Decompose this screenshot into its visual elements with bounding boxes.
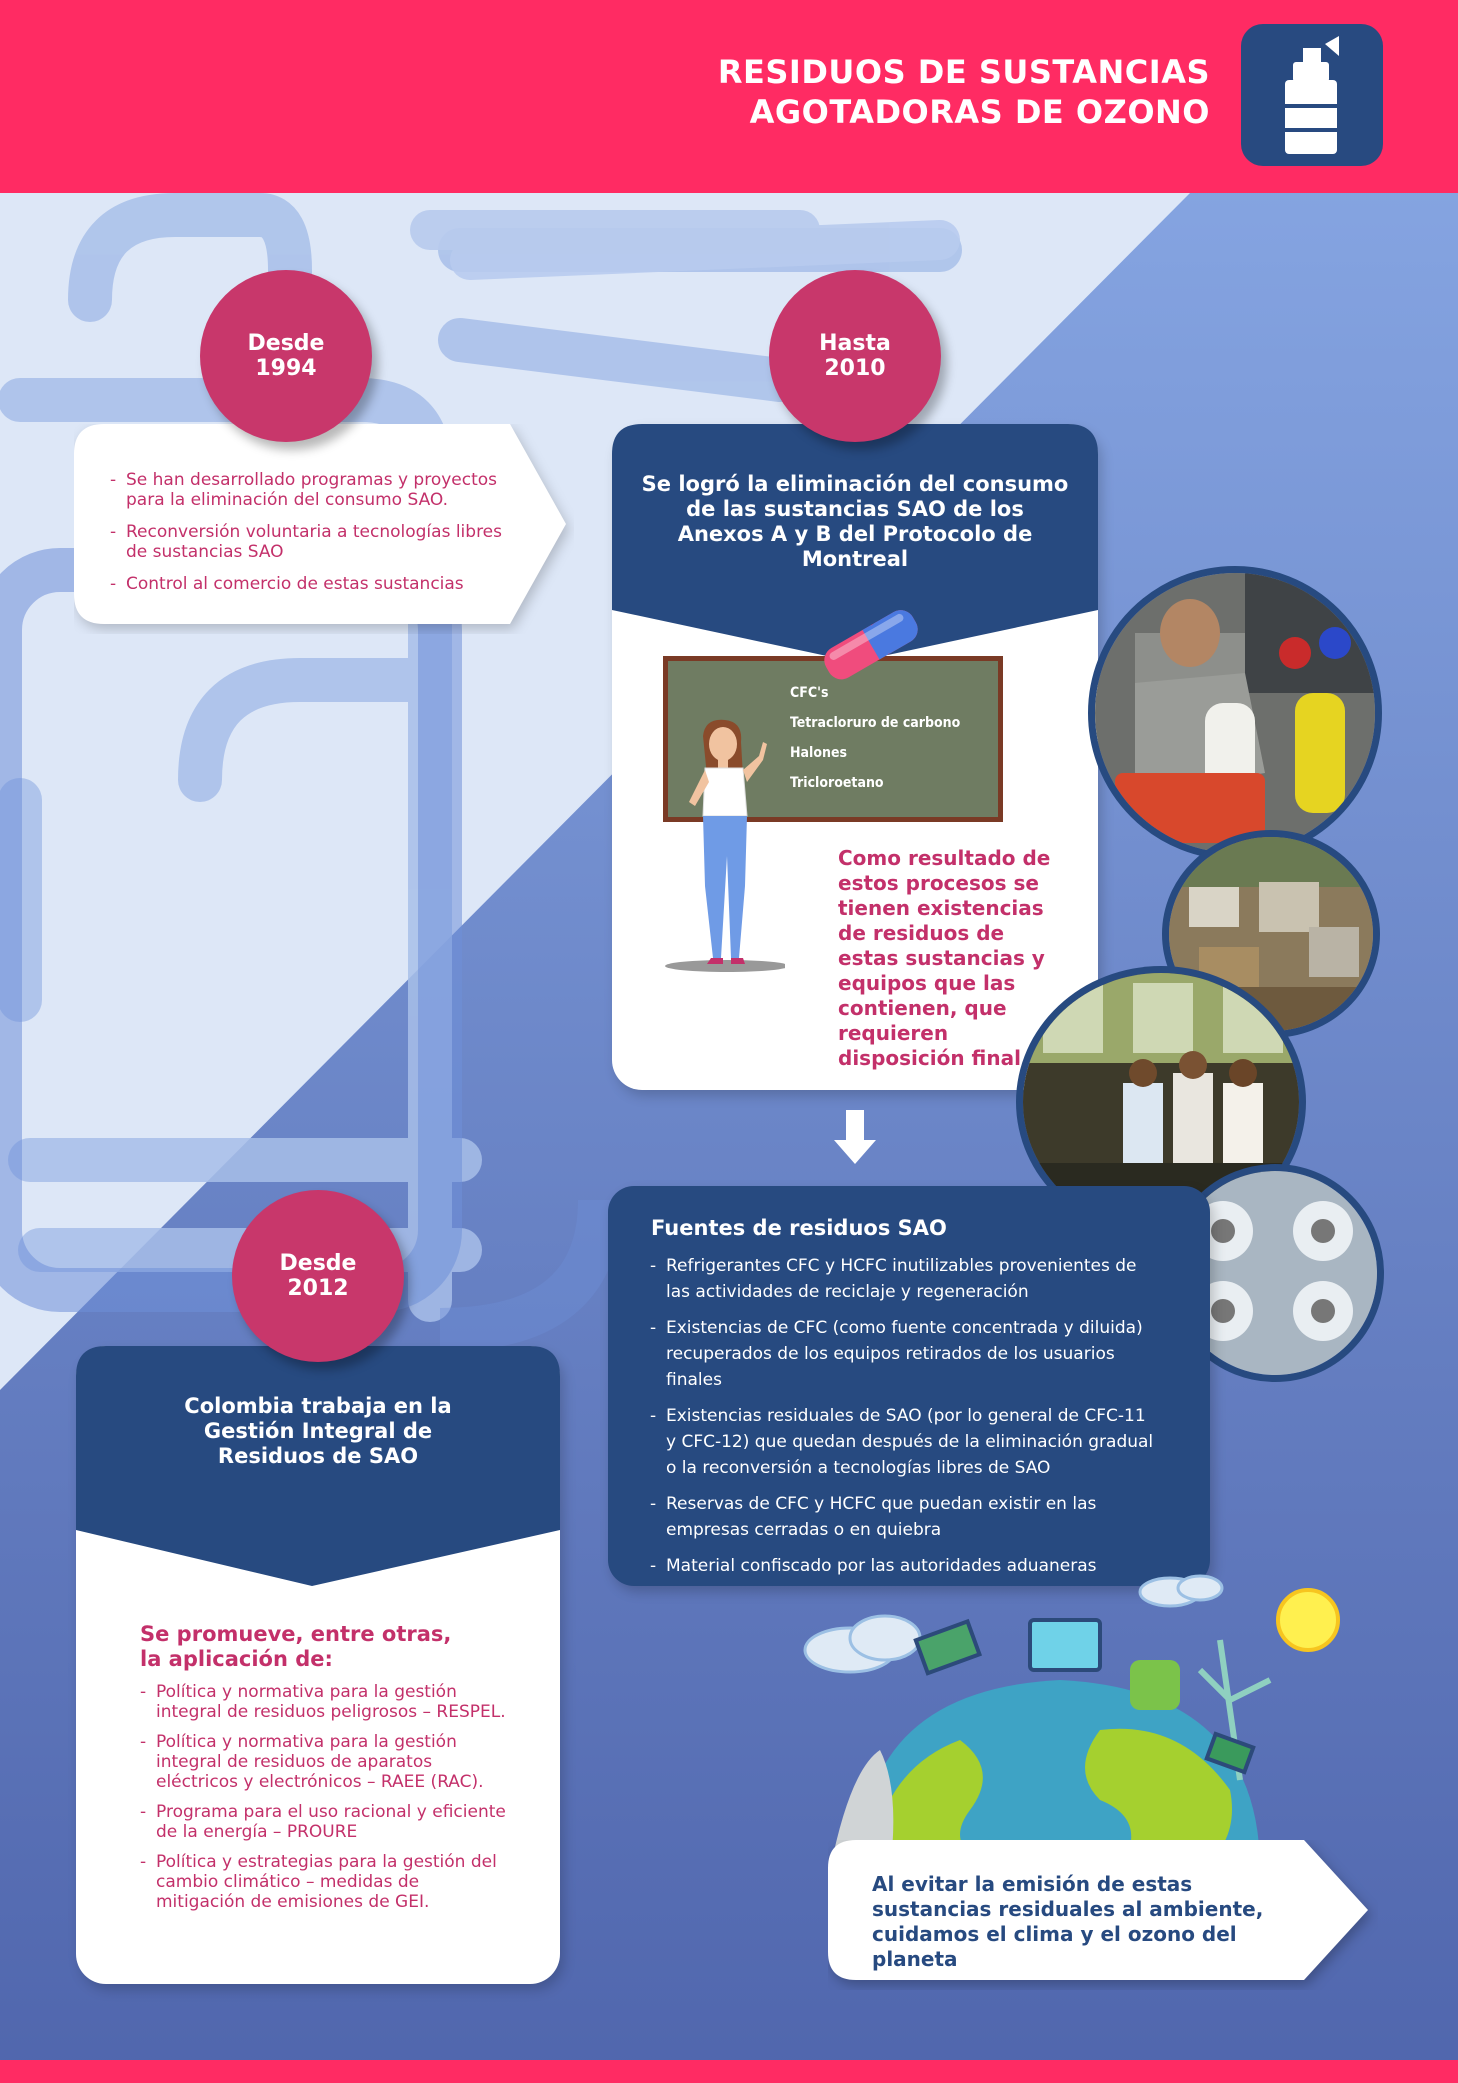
card-2012-title: Colombia trabaja en la Gestión Integral … (184, 1394, 452, 1468)
list-item: Existencias residuales de SAO (por lo ge… (650, 1403, 1160, 1481)
list-item: Política y normativa para la gestión int… (140, 1682, 510, 1722)
card-2012-list: Política y normativa para la gestión int… (140, 1682, 510, 1922)
list-item: Material confiscado por las autoridades … (650, 1553, 1160, 1579)
badge-label: Desde (279, 1251, 357, 1276)
board-item: Tetracloruro de carbono (790, 715, 961, 731)
card-2010-header-shape (612, 424, 1098, 662)
teacher-illustration (665, 719, 785, 972)
page-title: RESIDUOS DE SUSTANCIAS AGOTADORAS DE OZO… (718, 52, 1210, 132)
list-item: Control al comercio de estas sustancias (110, 574, 510, 594)
list-item: Refrigerantes CFC y HCFC inutilizables p… (650, 1253, 1160, 1305)
list-item: Política y estrategias para la gestión d… (140, 1852, 510, 1912)
card-2010-result: Como resultado de estos procesos se tien… (838, 846, 1051, 1070)
board-item: Halones (790, 745, 848, 761)
conclusion-card-shape (828, 1840, 1368, 1980)
badge-label: Hasta (819, 331, 891, 356)
card-2010-title: Se logró la eliminación del consumo de l… (641, 472, 1069, 571)
header-bar: RESIDUOS DE SUSTANCIAS AGOTADORAS DE OZO… (0, 0, 1458, 193)
badge-label: Desde (247, 331, 325, 356)
badge-year: 1994 (255, 356, 317, 381)
photo-technician (1088, 566, 1382, 860)
footer-bar (0, 2060, 1458, 2083)
conclusion-text: Al evitar la emisión de estas sustancias… (872, 1872, 1264, 1971)
spray-can-icon (1241, 24, 1383, 166)
list-item: Reservas de CFC y HCFC que puedan existi… (650, 1491, 1160, 1543)
board-item: Tricloroetano (790, 775, 884, 791)
chalkboard-items: CFC's Tetracloruro de carbono Halones Tr… (790, 678, 960, 798)
eraser-icon (824, 610, 918, 680)
card-2012-header-shape (76, 1346, 560, 1586)
list-item: Existencias de CFC (como fuente concentr… (650, 1315, 1160, 1393)
title-line-2: AGOTADORAS DE OZONO (749, 93, 1210, 131)
sources-title: Fuentes de residuos SAO (651, 1216, 947, 1240)
badge-year: 2012 (287, 1276, 349, 1301)
list-item: Programa para el uso racional y eficient… (140, 1802, 510, 1842)
list-item: Se han desarrollado programas y proyecto… (110, 470, 510, 510)
sources-list: Refrigerantes CFC y HCFC inutilizables p… (650, 1253, 1160, 1589)
card-1994-list: Se han desarrollado programas y proyecto… (110, 470, 510, 606)
list-item: Reconversión voluntaria a tecnologías li… (110, 522, 510, 562)
milestone-badge-2010: Hasta 2010 (769, 270, 941, 442)
milestone-badge-2012: Desde 2012 (232, 1190, 404, 1362)
badge-year: 2010 (824, 356, 886, 381)
arrow-down-icon (834, 1110, 876, 1164)
title-line-1: RESIDUOS DE SUSTANCIAS (717, 53, 1210, 91)
planet-illustration (803, 1574, 1340, 1870)
board-item: CFC's (790, 685, 829, 701)
milestone-badge-1994: Desde 1994 (200, 270, 372, 442)
list-item: Política y normativa para la gestión int… (140, 1732, 510, 1792)
card-2012-subtitle: Se promueve, entre otras, la aplicación … (140, 1622, 452, 1671)
